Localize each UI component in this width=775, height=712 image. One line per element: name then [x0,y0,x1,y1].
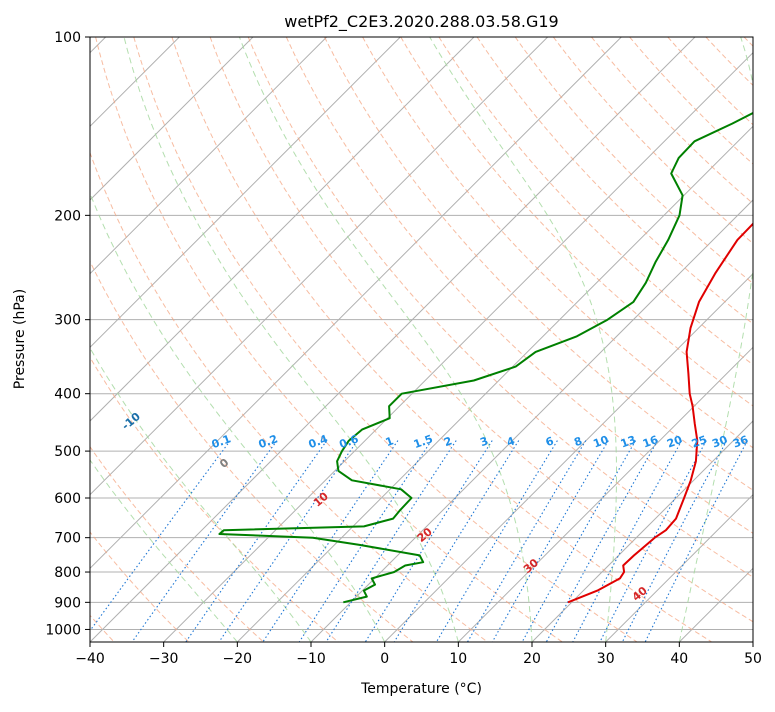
x-tick-label: 40 [670,651,688,667]
x-tick-label: 50 [744,651,762,667]
x-tick-label: −30 [149,651,179,667]
x-tick-label: −40 [75,651,105,667]
y-tick-label: 400 [54,387,81,403]
x-tick-label: −20 [223,651,253,667]
x-tick-label: 20 [523,651,541,667]
chart-title: wetPf2_C2E3.2020.288.03.58.G19 [284,12,558,32]
y-axis-label: Pressure (hPa) [12,289,28,389]
y-tick-label: 200 [54,208,81,224]
isotherm-line [753,37,775,642]
x-tick-label: 30 [597,651,615,667]
y-tick-label: 500 [54,444,81,460]
y-tick-label: 1000 [45,622,81,638]
y-tick-label: 300 [54,313,81,329]
plot-background [90,37,753,642]
x-tick-label: 0 [380,651,389,667]
x-axis-label: Temperature (°C) [360,681,482,697]
x-tick-label: 10 [449,651,467,667]
x-tick-label: −10 [296,651,326,667]
y-tick-label: 600 [54,491,81,507]
y-tick-label: 800 [54,565,81,581]
y-tick-label: 900 [54,595,81,611]
y-tick-label: 700 [54,531,81,547]
y-tick-label: 100 [54,30,81,46]
